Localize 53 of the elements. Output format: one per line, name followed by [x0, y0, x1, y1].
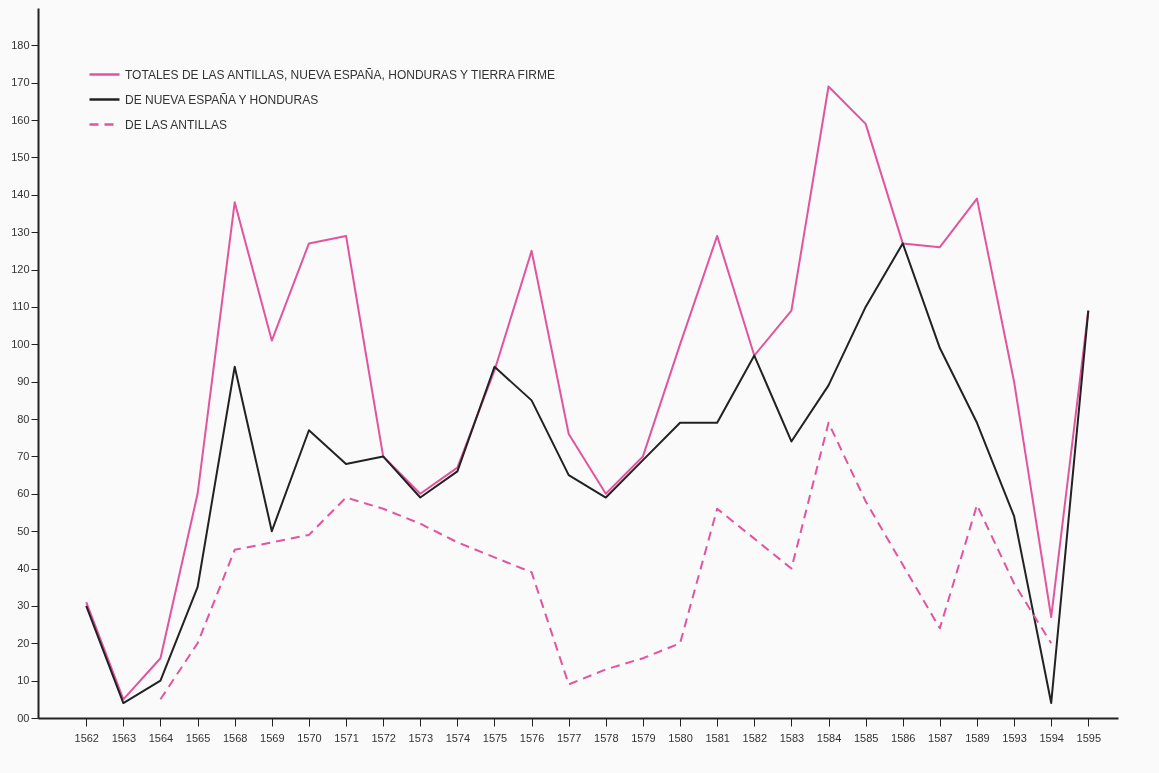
y-tick-label: 20	[17, 636, 30, 649]
x-tick-label: 1594	[1039, 731, 1064, 744]
x-tick-label: 1586	[891, 731, 916, 744]
x-tick-label: 1568	[222, 731, 248, 744]
x-tick-label: 1587	[928, 731, 953, 744]
line-series	[85, 242, 1090, 705]
y-tick-label: 110	[11, 300, 30, 313]
x-tick-label: 1583	[779, 731, 805, 744]
x-tick-label: 1574	[445, 731, 471, 744]
y-tick-label: 140	[11, 188, 30, 201]
y-tick-label: 150	[11, 150, 30, 163]
x-tick-label: 1580	[668, 731, 693, 744]
y-tick-label: 90	[17, 375, 30, 388]
y-tick-label: 70	[17, 449, 30, 462]
line-series	[85, 85, 1090, 701]
x-tick-label: 1570	[297, 731, 322, 744]
x-tick-label: 1579	[631, 731, 656, 744]
y-tick-label: 120	[11, 263, 30, 276]
x-tick-label: 1582	[742, 731, 768, 744]
legend-label: TOTALES DE LAS ANTILLAS, NUEVA ESPAÑA, HONDURAS Y TIERRA FIRME	[125, 67, 555, 82]
y-tick-label: 160	[11, 113, 30, 126]
legend-label: DE LAS ANTILLAS	[125, 117, 228, 132]
y-tick-label: 170	[11, 76, 30, 89]
y-tick-label: 00	[17, 711, 30, 724]
x-tick-label: 1569	[260, 731, 285, 744]
x-tick-label: 1572	[371, 731, 396, 744]
line-series	[159, 421, 1053, 701]
x-tick-label: 1564	[148, 731, 174, 744]
y-tick-label: 180	[11, 38, 30, 51]
y-tick-label: 60	[17, 487, 30, 500]
x-tick-label: 1593	[1002, 731, 1027, 744]
x-tick-label: 1581	[705, 731, 730, 744]
x-tick-label: 1565	[185, 731, 211, 744]
y-tick-label: 100	[11, 337, 30, 350]
y-tick-label: 10	[17, 674, 30, 687]
y-tick-label: 50	[17, 524, 30, 537]
x-tick-label: 1563	[111, 731, 137, 744]
x-tick-label: 1589	[965, 731, 990, 744]
x-tick-label: 1562	[74, 731, 99, 744]
legend-label: DE NUEVA ESPAÑA Y HONDURAS	[125, 92, 319, 107]
x-tick-label: 1595	[1076, 731, 1102, 744]
y-tick-label: 40	[17, 562, 30, 575]
x-tick-label: 1585	[853, 731, 879, 744]
y-tick-label: 130	[11, 225, 30, 238]
x-tick-label: 1573	[408, 731, 434, 744]
x-tick-label: 1575	[482, 731, 508, 744]
x-tick-label: 1584	[816, 731, 842, 744]
x-tick-label: 1578	[594, 731, 619, 744]
x-tick-label: 1571	[334, 731, 359, 744]
y-tick-label: 30	[17, 599, 30, 612]
x-tick-label: 1576	[519, 731, 545, 744]
x-tick-label: 1577	[556, 731, 582, 744]
y-tick-label: 80	[17, 412, 30, 425]
